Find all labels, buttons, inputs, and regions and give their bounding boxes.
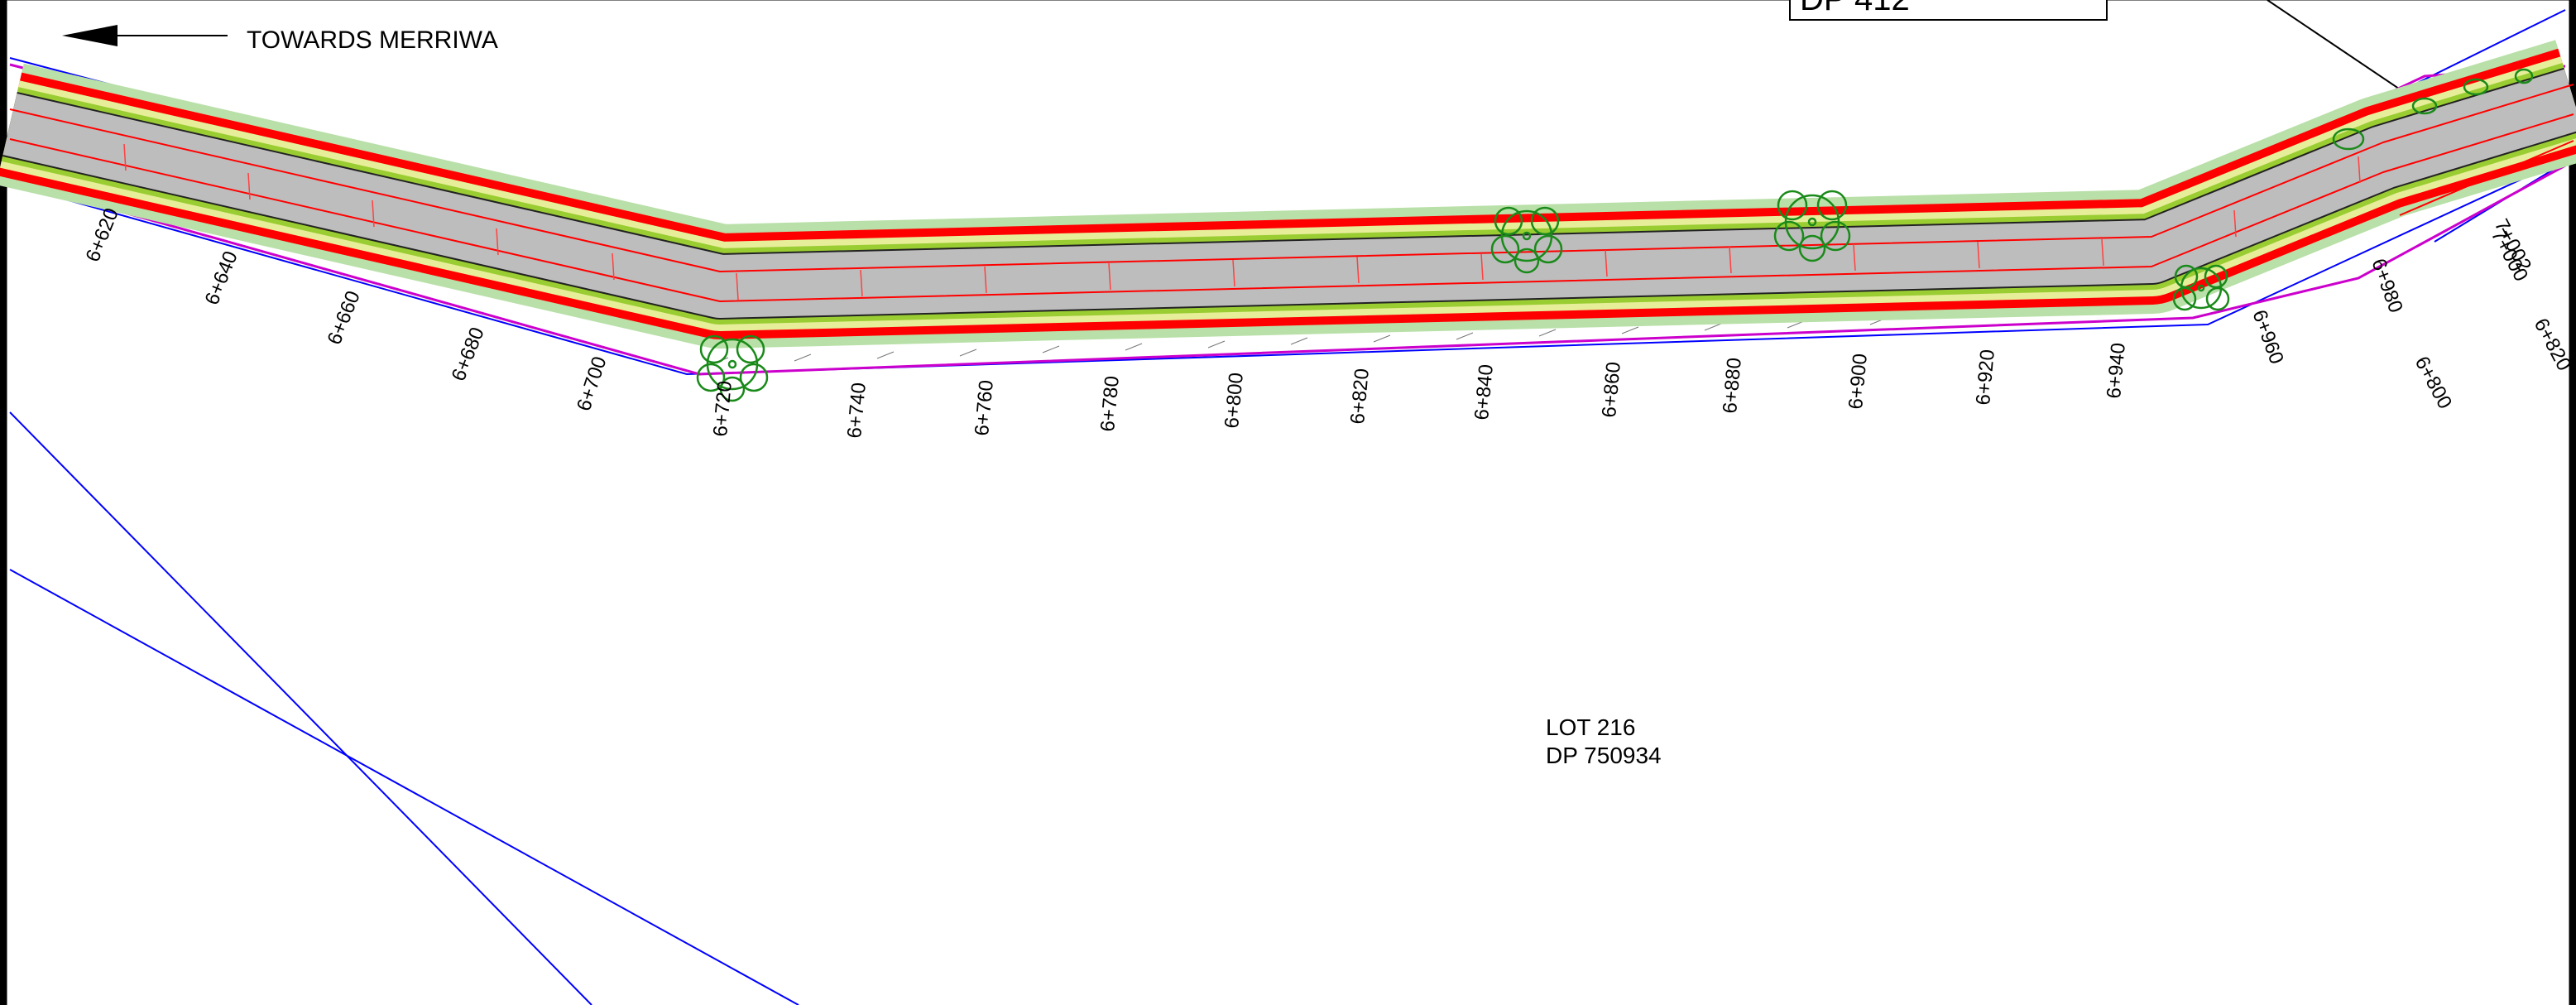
chainage-label-6-620: 6+620 xyxy=(82,205,123,266)
chainage-label-6-880: 6+880 xyxy=(1719,357,1746,415)
batter-boundary-south xyxy=(9,164,2566,376)
tree-icon xyxy=(2172,264,2230,311)
lot-plan: DP 750934 xyxy=(1546,743,1662,768)
cross-section-tick xyxy=(2358,156,2361,184)
tree-icon xyxy=(1773,190,1851,262)
cross-section-tick xyxy=(1605,249,1608,277)
cross-section-tick xyxy=(1108,262,1111,291)
chainage-label-6-680: 6+680 xyxy=(448,325,489,385)
direction-indicator: TOWARDS MERRIWA xyxy=(62,25,498,54)
chainage-label-6-960: 6+960 xyxy=(2247,307,2287,368)
callout-box: DP 412 xyxy=(1789,0,2478,142)
property-boundary xyxy=(9,411,592,1005)
cross-section-ticks xyxy=(123,143,2361,301)
cross-section-tick xyxy=(612,252,615,281)
side-chainage-label: 6+820 xyxy=(2530,315,2575,374)
road-corridor xyxy=(0,40,2576,349)
side-chainage-label: 6+800 xyxy=(2411,353,2456,412)
cross-section-tick xyxy=(2101,238,2104,267)
chainage-label-6-920: 6+920 xyxy=(1972,349,1999,406)
chainage-label-6-660: 6+660 xyxy=(324,288,365,349)
chainage-label-6-980: 6+980 xyxy=(2367,256,2406,316)
chainage-label-6-740: 6+740 xyxy=(843,382,871,440)
cross-section-tick xyxy=(2233,209,2237,238)
cross-section-tick xyxy=(1977,241,1980,269)
cross-section-tick xyxy=(1356,256,1360,284)
pavement xyxy=(2,69,2576,318)
chainage-label-6-760: 6+760 xyxy=(971,379,998,437)
lane-line xyxy=(9,113,2574,302)
cross-section-tick xyxy=(736,272,739,301)
cross-section-tick xyxy=(496,228,499,256)
cross-section-tick xyxy=(1729,246,1732,274)
shrub-icon xyxy=(2332,68,2534,151)
chainage-label-6-640: 6+640 xyxy=(201,248,242,309)
chainage-label-6-820: 6+820 xyxy=(1346,368,1374,426)
lot-label: LOT 216 DP 750934 xyxy=(1546,714,1662,768)
cross-section-tick xyxy=(372,200,375,228)
lot-number: LOT 216 xyxy=(1546,714,1635,740)
tree-symbols xyxy=(696,68,2534,402)
callout-text: DP 412 xyxy=(1800,0,1910,17)
cross-section-tick xyxy=(860,269,863,297)
callout-frame xyxy=(1789,0,2108,21)
cross-section-tick xyxy=(1480,252,1484,281)
cross-section-tick xyxy=(247,172,251,200)
direction-label: TOWARDS MERRIWA xyxy=(247,26,498,54)
lane-line xyxy=(9,84,2574,272)
cross-section-tick xyxy=(1232,259,1235,287)
chainage-label-6-840: 6+840 xyxy=(1470,363,1498,421)
chainage-label-6-780: 6+780 xyxy=(1096,375,1124,433)
chainage-label-6-800: 6+800 xyxy=(1221,372,1248,430)
cross-section-tick xyxy=(123,143,127,171)
cross-section-tick xyxy=(1853,243,1856,272)
chainage-label-6-940: 6+940 xyxy=(2103,342,2130,400)
tree-icon xyxy=(696,334,769,402)
cross-section-tick xyxy=(984,266,987,294)
chainage-label-6-700: 6+700 xyxy=(573,353,612,413)
chainage-label-6-860: 6+860 xyxy=(1598,361,1625,419)
chainage-label-6-900: 6+900 xyxy=(1844,353,1872,411)
tree-icon xyxy=(1490,206,1563,274)
chainage-label-6-720: 6+720 xyxy=(709,380,736,438)
direction-arrowhead-icon xyxy=(62,25,118,46)
road-reserve-boundary xyxy=(9,158,2566,376)
property-boundary xyxy=(9,569,799,1005)
side-road-edge xyxy=(2399,140,2574,216)
